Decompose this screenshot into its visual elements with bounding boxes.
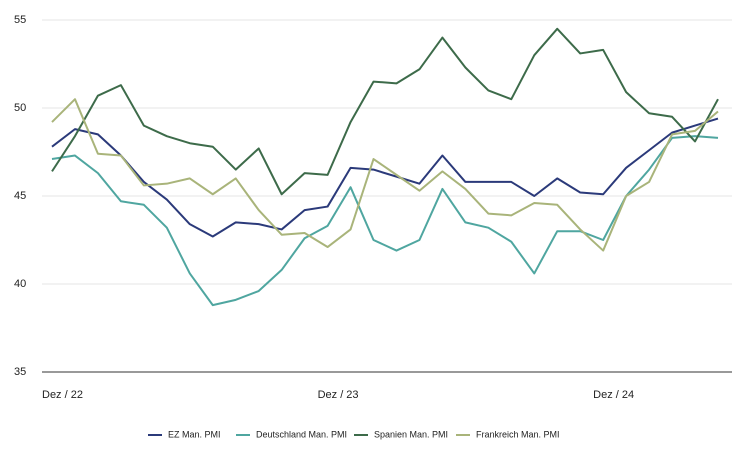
x-tick-label: Dez / 23: [318, 389, 359, 401]
y-tick-label: 40: [14, 278, 26, 290]
legend-label: Spanien Man. PMI: [374, 429, 448, 439]
x-tick-label: Dez / 22: [42, 389, 83, 401]
y-tick-label: 50: [14, 102, 26, 114]
legend-label: EZ Man. PMI: [168, 429, 221, 439]
legend-label: Frankreich Man. PMI: [476, 429, 560, 439]
y-tick-label: 45: [14, 190, 26, 202]
x-tick-label: Dez / 24: [593, 389, 634, 401]
series-line: [51, 117, 719, 238]
legend-label: Deutschland Man. PMI: [256, 429, 347, 439]
series-line: [51, 135, 719, 307]
y-tick-label: 55: [14, 14, 26, 26]
y-tick-label: 35: [14, 366, 26, 378]
legend: EZ Man. PMI Deutschland Man. PMI Spanien M…: [148, 429, 560, 439]
series-line: [51, 27, 719, 196]
series-line: [51, 98, 719, 252]
